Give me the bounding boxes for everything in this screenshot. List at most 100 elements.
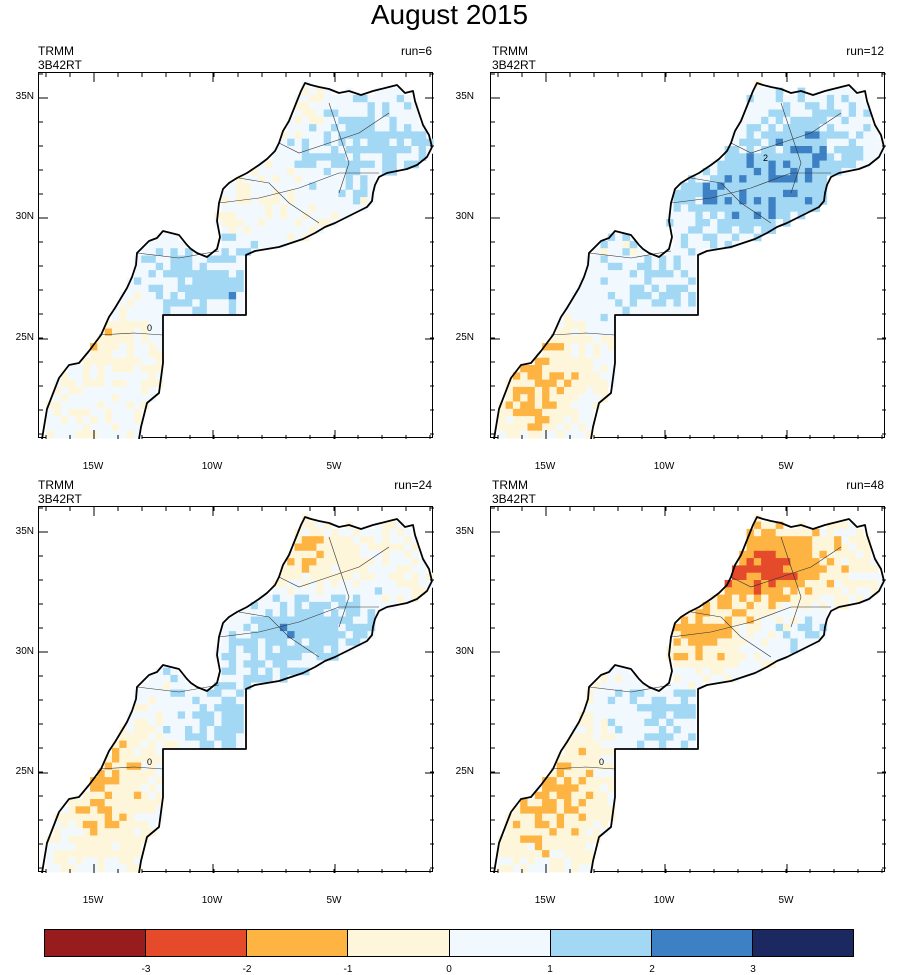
grid-cell: [214, 740, 222, 749]
grid-cell: [666, 711, 674, 720]
grid-cell: [338, 116, 346, 125]
grid-cell: [75, 835, 84, 844]
grid-cell: [870, 131, 879, 140]
grid-cell: [338, 601, 346, 610]
grid-cell: [804, 631, 813, 639]
grid-cell: [819, 138, 828, 147]
grid-cell: [834, 153, 842, 161]
grid-cell: [607, 343, 616, 351]
grid-cell: [352, 565, 361, 574]
grid-cell: [177, 299, 186, 307]
grid-cell: [564, 394, 572, 402]
grid-cell: [856, 116, 864, 125]
grid-cell: [834, 601, 842, 610]
grid-cell: [593, 777, 601, 785]
grid-cell: [148, 806, 157, 814]
grid-cell: [177, 726, 186, 734]
grid-cell: [309, 521, 317, 530]
lon-label: 10W: [201, 461, 223, 472]
grid-cell: [53, 820, 62, 829]
grid-cell: [877, 572, 886, 581]
grid-cell: [797, 94, 806, 103]
grid-cell: [331, 211, 339, 220]
grid-cell: [141, 835, 149, 844]
grid-cell: [739, 233, 747, 242]
grid-cell: [797, 638, 806, 647]
grid-cell: [155, 277, 164, 286]
map-canvas: 0: [491, 507, 886, 873]
grid-cell: [382, 153, 390, 161]
grid-cell: [746, 153, 755, 161]
grid-cell: [148, 277, 157, 286]
grid-cell: [236, 696, 244, 705]
grid-cell: [170, 284, 179, 293]
grid-cell: [666, 255, 674, 264]
map-frame: 0: [38, 72, 434, 439]
grid-cell: [236, 292, 244, 300]
grid-cell: [367, 160, 376, 169]
grid-cell: [600, 806, 609, 814]
grid-cell: [316, 153, 325, 161]
grid-cell: [243, 189, 252, 198]
grid-cell: [214, 262, 222, 271]
grid-cell: [607, 674, 616, 683]
grid-cell: [126, 835, 135, 844]
grid-cell: [316, 580, 325, 588]
grid-cell: [352, 102, 361, 110]
grid-cell: [804, 175, 813, 183]
grid-cell: [607, 762, 616, 771]
grid-cell: [104, 857, 113, 866]
grid-cell: [826, 580, 835, 588]
grid-cell: [206, 277, 215, 286]
grid-cell: [221, 638, 230, 647]
grid-cell: [112, 423, 120, 432]
grid-cell: [104, 820, 113, 829]
grid-cell: [848, 543, 857, 552]
grid-cell: [724, 653, 733, 661]
grid-cell: [870, 153, 879, 161]
grid-cell: [819, 623, 828, 632]
grid-cell: [323, 616, 332, 625]
grid-cell: [768, 116, 777, 125]
grid-cell: [316, 138, 325, 147]
map-frame: 0: [490, 506, 886, 873]
grid-cell: [155, 248, 164, 256]
grid-cell: [695, 645, 704, 654]
grid-cell: [834, 580, 842, 588]
grid-cell: [783, 204, 791, 213]
grid-cell: [746, 638, 755, 647]
grid-cell: [75, 416, 84, 424]
grid-cell: [673, 255, 682, 264]
grid-cell: [163, 733, 171, 741]
grid-cell: [658, 718, 667, 727]
grid-cell: [360, 536, 368, 544]
grid-cell: [644, 270, 652, 278]
grid-cell: [258, 226, 266, 234]
grid-cell: [126, 726, 135, 734]
grid-cell: [133, 704, 142, 712]
grid-cell: [90, 408, 98, 417]
grid-cell: [585, 850, 594, 858]
grid-cell: [97, 350, 106, 359]
grid-cell: [352, 580, 361, 588]
grid-cell: [396, 116, 405, 125]
grid-cell: [790, 146, 798, 154]
grid-cell: [287, 580, 295, 588]
grid-cell: [834, 572, 842, 581]
grid-cell: [826, 131, 835, 140]
grid-cell: [141, 284, 149, 293]
grid-cell: [396, 543, 405, 552]
grid-cell: [673, 689, 682, 698]
grid-cell: [629, 277, 638, 286]
grid-cell: [724, 182, 733, 191]
grid-cell: [192, 270, 200, 278]
grid-cell: [797, 138, 806, 147]
grid-cell: [338, 175, 346, 183]
grid-cell: [585, 343, 594, 351]
country-outline: [41, 516, 433, 873]
grid-cell: [192, 689, 200, 698]
grid-cell: [498, 864, 506, 873]
grid-cell: [272, 160, 281, 169]
grid-cell: [323, 146, 332, 154]
lat-label: 25N: [455, 766, 474, 777]
